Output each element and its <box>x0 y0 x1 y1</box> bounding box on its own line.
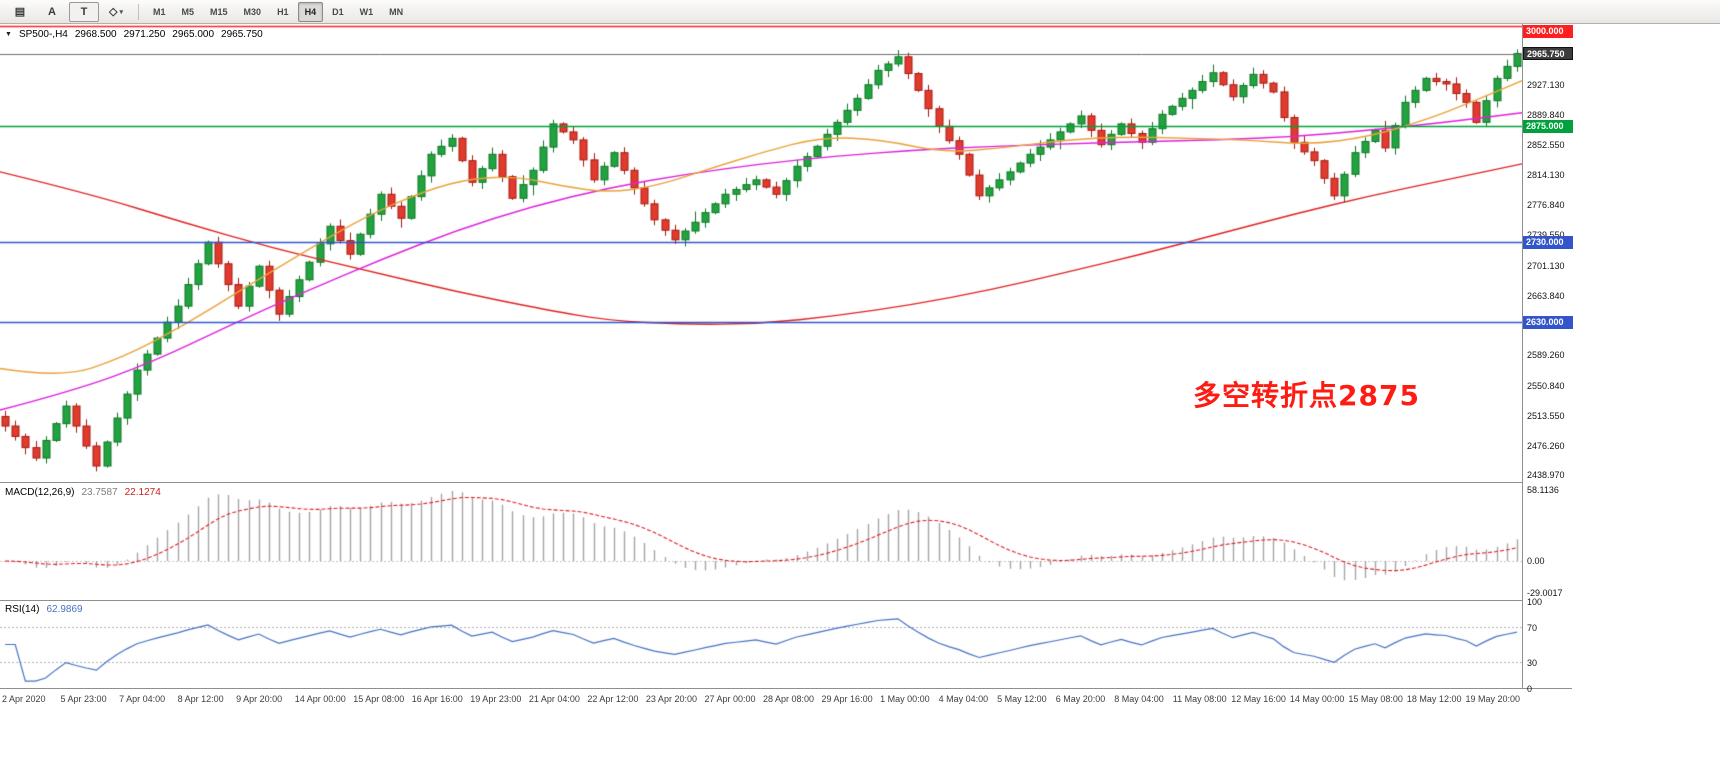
time-axis-label: 11 May 08:00 <box>1172 694 1227 704</box>
text-tool-button[interactable]: T <box>69 1 99 22</box>
price-chart-canvas[interactable] <box>0 24 1522 482</box>
tf-button-mn[interactable]: MN <box>389 6 404 17</box>
shapes-tool-button[interactable]: ◇ ▾ <box>101 2 131 22</box>
time-axis[interactable]: 2 Apr 2020 5 Apr 23:00 7 Apr 04:00 8 Apr 12… <box>0 689 1522 713</box>
level-badge-2630: 2630.000 <box>1523 315 1573 329</box>
ohlc-high: 2971.250 <box>123 29 166 40</box>
time-axis-label: 15 May 08:00 <box>1348 694 1403 704</box>
time-axis-label: 4 May 04:00 <box>938 694 989 704</box>
tf-button-w1[interactable]: W1 <box>359 6 374 17</box>
level-badge-2875: 2875.000 <box>1523 119 1573 133</box>
time-axis-label: 16 Apr 16:00 <box>411 694 463 704</box>
time-axis-label: 27 Apr 00:00 <box>704 694 756 704</box>
tf-button-m5[interactable]: M5 <box>181 6 195 17</box>
price-axis[interactable]: 2965.750 2927.130 2889.840 2852.550 2814.130… <box>1522 24 1573 694</box>
tf-button-m30[interactable]: M30 <box>243 6 262 17</box>
time-axis-label: 8 Apr 12:00 <box>177 694 224 704</box>
level-badge-2730: 2730.000 <box>1523 235 1573 249</box>
price-axis-label: 2550.840 <box>1527 380 1565 391</box>
time-axis-label: 9 Apr 20:00 <box>236 694 283 704</box>
current-price-badge: 2965.750 <box>1523 47 1573 61</box>
time-axis-label: 2 Apr 2020 <box>2 694 46 704</box>
rsi-axis-label: 30 <box>1527 657 1538 668</box>
time-axis-label: 8 May 04:00 <box>1114 694 1164 704</box>
price-axis-label: 2663.840 <box>1527 290 1565 301</box>
tf-button-h1[interactable]: H1 <box>277 6 289 17</box>
rsi-axis-label: 100 <box>1527 597 1543 607</box>
ohlc-close: 2965.750 <box>221 29 263 40</box>
time-axis-label: 14 Apr 00:00 <box>294 694 346 704</box>
price-axis-label: 2927.130 <box>1527 80 1565 91</box>
macd-panel-canvas[interactable] <box>0 483 1522 600</box>
ohlc-low: 2965.000 <box>172 29 215 40</box>
label-tool-button[interactable]: A <box>37 2 67 22</box>
time-axis-label: 18 May 12:00 <box>1406 694 1462 704</box>
rsi-name: RSI(14) <box>5 604 40 615</box>
price-axis-label: 2701.130 <box>1527 260 1565 271</box>
chart-tool-icon[interactable]: ▤ <box>5 2 35 22</box>
time-axis-label: 6 May 20:00 <box>1055 694 1106 704</box>
drawing-tools-group: ▤ A T ◇ ▾ <box>4 1 132 22</box>
time-axis-label: 15 Apr 08:00 <box>353 694 405 704</box>
tf-button-d1[interactable]: D1 <box>332 6 344 17</box>
macd-axis-label: 58.1136 <box>1527 485 1559 495</box>
time-axis-label: 21 Apr 04:00 <box>528 694 580 704</box>
time-axis-label: 19 May 20:00 <box>1465 694 1520 704</box>
price-axis-label: 2814.130 <box>1527 170 1565 181</box>
text-tool-glyph: T <box>80 5 88 18</box>
time-axis-label: 12 May 16:00 <box>1231 694 1286 704</box>
price-axis-label: 2889.840 <box>1527 109 1565 120</box>
time-axis-label: 7 Apr 04:00 <box>119 694 166 704</box>
rsi-axis-label: 0 <box>1527 684 1533 694</box>
rsi-panel-canvas[interactable] <box>0 601 1522 688</box>
chart-expander-icon[interactable]: ▼ <box>5 31 12 38</box>
symbol-label: SP500-,H4 <box>18 29 68 40</box>
panel-divider[interactable] <box>0 688 1572 689</box>
time-axis-label: 14 May 00:00 <box>1289 694 1345 704</box>
timeframe-buttons: M1 M5 M15 M30 H1 H4 D1 W1 MN <box>145 1 411 22</box>
chevron-down-icon: ▾ <box>119 8 123 16</box>
price-axis-label: 2739.550 <box>1527 230 1565 240</box>
rsi-value: 62.9869 <box>46 604 83 615</box>
chart-text-annotation[interactable]: 多空转折点2875 <box>1193 379 1420 412</box>
tf-button-m1[interactable]: M1 <box>153 6 166 17</box>
tf-button-m15[interactable]: M15 <box>210 6 228 17</box>
ohlc-open: 2968.500 <box>74 29 117 40</box>
rsi-label: RSI(14) 62.9869 <box>5 604 83 615</box>
price-axis-label: 2776.840 <box>1527 200 1565 211</box>
macd-name: MACD(12,26,9) <box>5 487 75 498</box>
label-tool-glyph: A <box>48 5 56 18</box>
time-axis-label: 23 Apr 20:00 <box>645 694 697 704</box>
chart-header: ▼ SP500-,H4 2968.500 2971.250 2965.000 2… <box>5 29 263 40</box>
price-axis-label: 2476.260 <box>1527 440 1565 451</box>
time-axis-label: 29 Apr 16:00 <box>821 694 873 704</box>
macd-main-value: 23.7587 <box>81 487 118 498</box>
level-badge-3000: 3000.000 <box>1523 25 1573 38</box>
panel-divider[interactable] <box>0 600 1572 601</box>
macd-axis-label: 0.00 <box>1527 556 1545 566</box>
toolbar: ▤ A T ◇ ▾ M1 M5 M15 M30 H1 H4 D1 W1 MN <box>0 0 1720 24</box>
shapes-icon: ◇ <box>109 6 118 18</box>
time-axis-label: 28 Apr 08:00 <box>763 694 815 704</box>
macd-label: MACD(12,26,9) 23.7587 22.1274 <box>5 487 161 498</box>
panel-divider[interactable] <box>0 482 1572 483</box>
macd-signal-value: 22.1274 <box>124 487 161 498</box>
price-axis-label: 2438.970 <box>1527 470 1565 481</box>
price-axis-label: 2589.260 <box>1527 350 1565 361</box>
price-axis-label: 2852.550 <box>1527 139 1565 150</box>
toolbar-separator <box>138 3 139 20</box>
time-axis-label: 22 Apr 12:00 <box>587 694 639 704</box>
chart-tool-glyph: ▤ <box>14 6 26 18</box>
rsi-axis-label: 70 <box>1527 623 1538 634</box>
tf-button-h4[interactable]: H4 <box>297 1 324 22</box>
macd-axis-label: -29.0017 <box>1527 588 1563 598</box>
time-axis-label: 5 May 12:00 <box>997 694 1047 704</box>
time-axis-label: 19 Apr 23:00 <box>470 694 522 704</box>
time-axis-label: 1 May 00:00 <box>880 694 930 704</box>
price-axis-label: 2513.550 <box>1527 410 1565 421</box>
time-axis-label: 5 Apr 23:00 <box>60 694 107 704</box>
